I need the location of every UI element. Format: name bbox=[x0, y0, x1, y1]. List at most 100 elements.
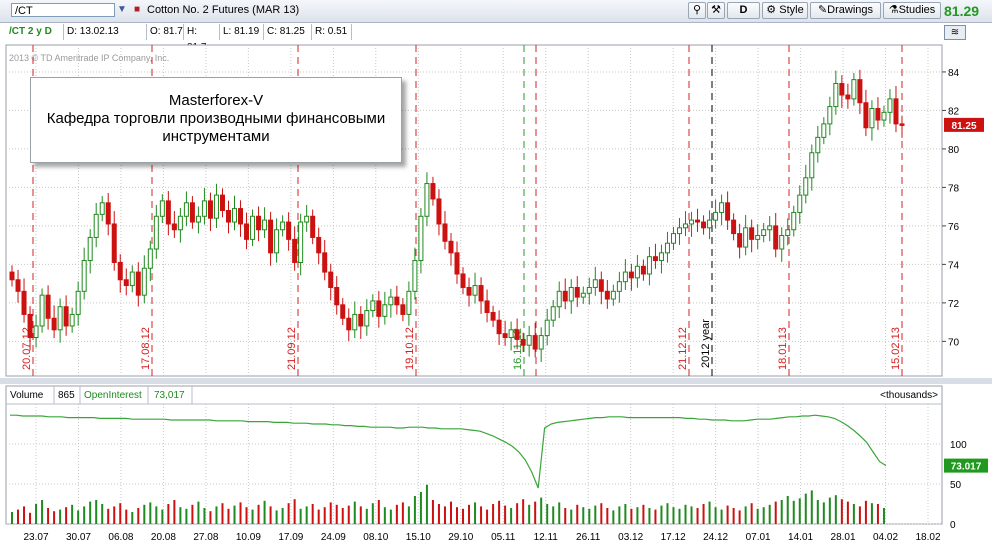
volume-bar bbox=[480, 506, 483, 524]
candle-down bbox=[105, 202, 111, 225]
symbol-description: Cotton No. 2 Futures (MAR 13) bbox=[147, 4, 300, 16]
candle-down bbox=[238, 208, 244, 225]
volume-bar bbox=[413, 496, 416, 524]
volume-bar bbox=[209, 511, 212, 524]
price-tick-label: 84 bbox=[948, 68, 960, 79]
date-axis-label: 30.07 bbox=[66, 532, 91, 543]
volume-bar bbox=[576, 504, 579, 524]
candle-up bbox=[586, 286, 592, 294]
candle-down bbox=[749, 227, 755, 240]
panel-splitter bbox=[0, 378, 992, 384]
volume-bar bbox=[750, 503, 753, 524]
candle-up bbox=[550, 306, 556, 321]
symbol-dropdown-icon[interactable]: ▼ bbox=[117, 4, 127, 15]
volume-bar bbox=[720, 509, 723, 524]
candle-up bbox=[213, 194, 219, 219]
volume-tick-label: 0 bbox=[950, 520, 956, 531]
symbol-period[interactable]: /CT 2 y D bbox=[6, 24, 64, 40]
volume-bar bbox=[462, 508, 465, 524]
volume-bar bbox=[353, 501, 356, 524]
candle-down bbox=[893, 98, 899, 125]
volume-bar bbox=[528, 504, 531, 524]
candle-down bbox=[340, 304, 346, 319]
candle-down bbox=[430, 183, 436, 200]
date-axis-label: 24.09 bbox=[321, 532, 346, 543]
candle-up bbox=[57, 306, 63, 331]
chart-settings-icon[interactable]: ≋ bbox=[944, 25, 966, 40]
volume-bar bbox=[672, 507, 675, 524]
aggregation-button[interactable]: D bbox=[727, 2, 760, 19]
volume-bar bbox=[774, 501, 777, 524]
volume-bar bbox=[95, 500, 98, 524]
price-tick-label: 72 bbox=[948, 299, 960, 310]
candle-up bbox=[676, 227, 682, 235]
candle-up bbox=[250, 215, 256, 240]
volume-bar bbox=[293, 499, 296, 524]
volume-bar bbox=[425, 484, 428, 524]
volume-bar bbox=[690, 506, 693, 524]
volume-bar bbox=[684, 504, 687, 524]
date-axis-label: 04.02 bbox=[873, 532, 898, 543]
volume-bar bbox=[185, 508, 188, 524]
volume-bar bbox=[341, 508, 344, 524]
candle-down bbox=[839, 82, 845, 96]
volume-bar bbox=[678, 508, 681, 524]
volume-bar bbox=[53, 511, 56, 524]
volume-bar bbox=[305, 506, 308, 524]
volume-bar bbox=[564, 508, 567, 524]
volume-bar bbox=[233, 505, 236, 524]
candle-up bbox=[177, 215, 183, 231]
candle-down bbox=[123, 279, 129, 287]
candle-up bbox=[797, 194, 803, 213]
candle-down bbox=[165, 200, 171, 225]
event-line-label: 21.12.12 bbox=[677, 327, 689, 370]
style-button[interactable]: ⚙ Style bbox=[762, 2, 808, 19]
volume-bar bbox=[654, 509, 657, 524]
volume-bar bbox=[642, 504, 645, 524]
volume-bar bbox=[269, 506, 272, 524]
volume-bar bbox=[155, 506, 158, 524]
candle-up bbox=[508, 329, 514, 339]
date-axis-label: 24.12 bbox=[703, 532, 728, 543]
magnifier-tool-icon[interactable]: ⚲ bbox=[688, 2, 706, 19]
candle-down bbox=[400, 304, 406, 315]
watermark: 2013 © TD Ameritrade IP Company, Inc. bbox=[9, 53, 169, 63]
current-price-label: 81.25 bbox=[951, 121, 976, 132]
candle-down bbox=[496, 319, 502, 335]
symbol-chain-icon[interactable]: ■ bbox=[133, 4, 141, 15]
volume-header-text: 865 bbox=[58, 390, 75, 401]
candle-down bbox=[448, 240, 454, 254]
volume-bar bbox=[371, 503, 374, 524]
candle-up bbox=[646, 256, 652, 275]
date-axis-label: 28.01 bbox=[831, 532, 856, 543]
candle-up bbox=[352, 313, 358, 331]
date-axis-label: 18.02 bbox=[915, 532, 940, 543]
candle-up bbox=[743, 227, 749, 248]
date-axis-label: 05.11 bbox=[491, 532, 516, 543]
volume-bar bbox=[173, 500, 176, 524]
event-line-label: 17.08.12 bbox=[140, 327, 152, 370]
volume-bar bbox=[468, 504, 471, 524]
volume-bar bbox=[696, 508, 699, 524]
date-axis-label: 15.10 bbox=[406, 532, 431, 543]
event-line-label: 18.01.13 bbox=[777, 327, 789, 370]
volume-bar bbox=[630, 508, 633, 524]
event-line-label: 21.09.12 bbox=[286, 327, 298, 370]
wrench-icon[interactable]: ⚒ bbox=[707, 2, 725, 19]
candle-down bbox=[256, 215, 262, 231]
candle-up bbox=[616, 281, 622, 292]
candle-down bbox=[310, 215, 316, 238]
volume-bar bbox=[113, 506, 116, 524]
annotation-box[interactable]: Masterforex-V Кафедра торговли производн… bbox=[30, 77, 402, 163]
candle-down bbox=[117, 261, 123, 281]
drawings-button[interactable]: ✎Drawings bbox=[810, 2, 881, 19]
symbol-input[interactable]: /CT bbox=[11, 3, 115, 17]
volume-bar bbox=[335, 504, 338, 524]
volume-bar bbox=[852, 504, 855, 524]
studies-button[interactable]: ⚗Studies bbox=[883, 2, 941, 19]
volume-bar bbox=[534, 501, 537, 524]
date-axis-label: 12.11 bbox=[534, 532, 559, 543]
volume-bar bbox=[71, 504, 74, 524]
volume-bar bbox=[407, 506, 410, 524]
volume-bar bbox=[456, 507, 458, 524]
